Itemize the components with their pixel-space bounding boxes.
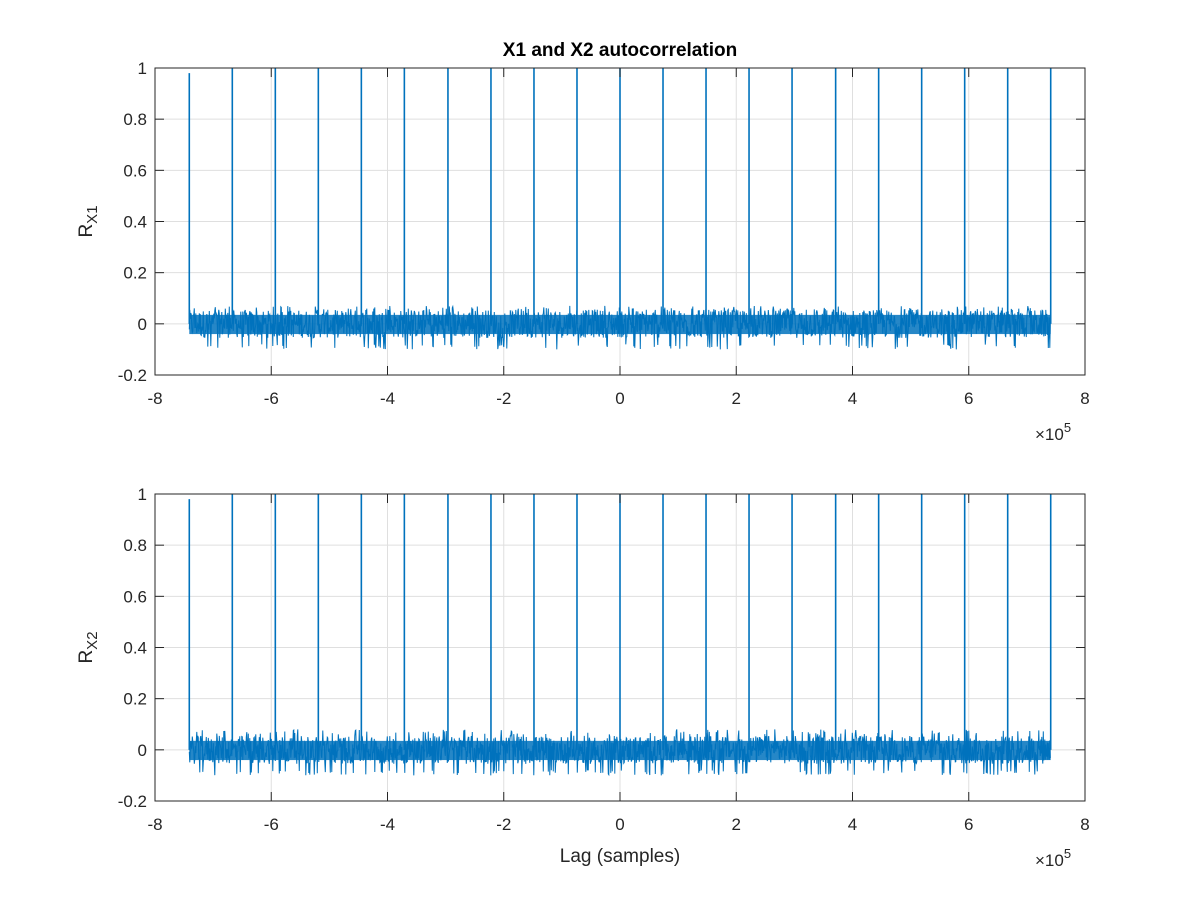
y-tick-label: -0.2 [118,792,147,811]
x-tick-label: -8 [147,815,162,834]
x-tick-label: 0 [615,389,624,408]
y-tick-label: 0.2 [123,264,147,283]
x-tick-label: 8 [1080,815,1089,834]
x-tick-label: 2 [732,815,741,834]
y-tick-label: -0.2 [118,366,147,385]
x-tick-label: -4 [380,815,395,834]
y-tick-label: 0 [138,741,147,760]
subplot-rx2: -8 -6 -4 -2 0 2 4 6 8 -0.2 0 0.2 0.4 0.6 0.8 1 ×105 RX2 La… [76,485,1090,870]
x-tick-label: 4 [848,815,857,834]
x-tick-label: -2 [496,815,511,834]
x-tick-label: 6 [964,815,973,834]
x-tick-label: -6 [264,389,279,408]
x-tick-label: 4 [848,389,857,408]
subplot-rx1: -8 -6 -4 -2 0 2 4 6 8 -0.2 0 0.2 0.4 0.6 0.8 1 ×105 RX1 [76,59,1090,444]
y-tick-label: 1 [138,485,147,504]
x-axis-label: Lag (samples) [560,846,680,867]
y-tick-label: 0.6 [123,587,147,606]
y-tick-label: 0.2 [123,690,147,709]
x-tick-label: -8 [147,389,162,408]
x-tick-label: 8 [1080,389,1089,408]
figure-title: X1 and X2 autocorrelation [503,40,737,61]
y-tick-label: 0.4 [123,639,147,658]
x-exponent-label: ×105 [1035,846,1071,870]
y-axis-label: RX2 [76,631,101,663]
y-tick-label: 0.8 [123,110,147,129]
x-tick-label: -4 [380,389,395,408]
x-tick-label: 0 [615,815,624,834]
x-exponent-label: ×105 [1035,420,1071,444]
y-tick-label: 0.6 [123,161,147,180]
x-tick-label: 6 [964,389,973,408]
y-tick-label: 0.4 [123,213,147,232]
y-tick-label: 0.8 [123,536,147,555]
y-axis-label: RX1 [76,205,101,237]
y-tick-label: 1 [138,59,147,78]
x-tick-label: 2 [732,389,741,408]
x-tick-label: -6 [264,815,279,834]
y-tick-label: 0 [138,315,147,334]
x-tick-label: -2 [496,389,511,408]
